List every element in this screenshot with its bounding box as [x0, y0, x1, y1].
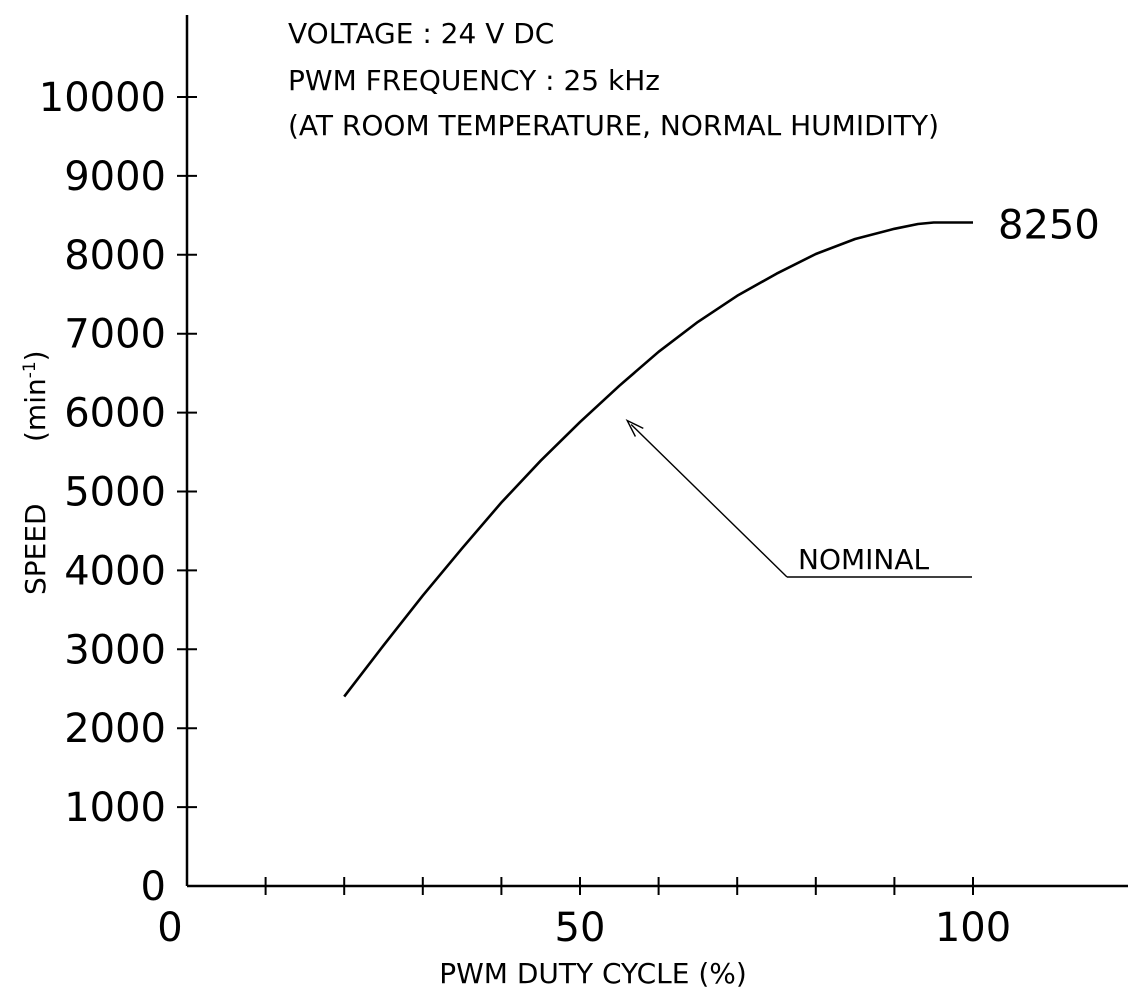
callout-arrowhead [625, 418, 644, 437]
chart-note: PWM FREQUENCY : 25 kHz [288, 64, 660, 97]
x-tick-label: 50 [555, 905, 606, 951]
chart-notes: VOLTAGE : 24 V DC PWM FREQUENCY : 25 kHz (… [288, 17, 939, 142]
y-tick-label: 10000 [39, 75, 166, 121]
chart-note: (AT ROOM TEMPERATURE, NORMAL HUMIDITY) [288, 109, 939, 142]
y-unit-close: ) [19, 350, 52, 361]
x-ticks: 0 50 100 [157, 877, 1011, 951]
callout-leader [630, 423, 788, 578]
y-tick-label: 8000 [64, 233, 166, 279]
axis-labels: PWM DUTY CYCLE (%) SPEED (min-1) [19, 350, 747, 990]
x-tick-label: 0 [157, 905, 182, 951]
y-tick-label: 0 [141, 864, 166, 910]
y-tick-label: 4000 [64, 548, 166, 594]
y-tick-label: 6000 [64, 391, 166, 437]
end-value-label: 8250 [998, 202, 1100, 248]
y-axis-label: SPEED [19, 503, 52, 595]
y-tick-label: 3000 [64, 627, 166, 673]
y-tick-label: 1000 [64, 785, 166, 831]
y-unit-superscript: -1 [20, 361, 40, 378]
y-tick-label: 9000 [64, 154, 166, 200]
x-tick-label: 100 [935, 905, 1011, 951]
y-tick-label: 7000 [64, 312, 166, 358]
y-tick-label: 2000 [64, 706, 166, 752]
chart-note: VOLTAGE : 24 V DC [288, 17, 554, 50]
annotations: 8250 NOMINAL [625, 202, 1100, 578]
y-tick-label: 5000 [64, 470, 166, 516]
y-unit-base: (min [19, 378, 52, 442]
callout-label-nominal: NOMINAL [798, 543, 930, 576]
series-group [343, 221, 973, 698]
series-line-nominal [343, 221, 973, 698]
y-ticks: 0 1000 2000 3000 4000 5000 6000 7000 8000 9000 100… [39, 75, 197, 910]
x-axis-label: PWM DUTY CYCLE (%) [439, 957, 747, 990]
y-axis-unit: (min-1) [19, 350, 52, 442]
